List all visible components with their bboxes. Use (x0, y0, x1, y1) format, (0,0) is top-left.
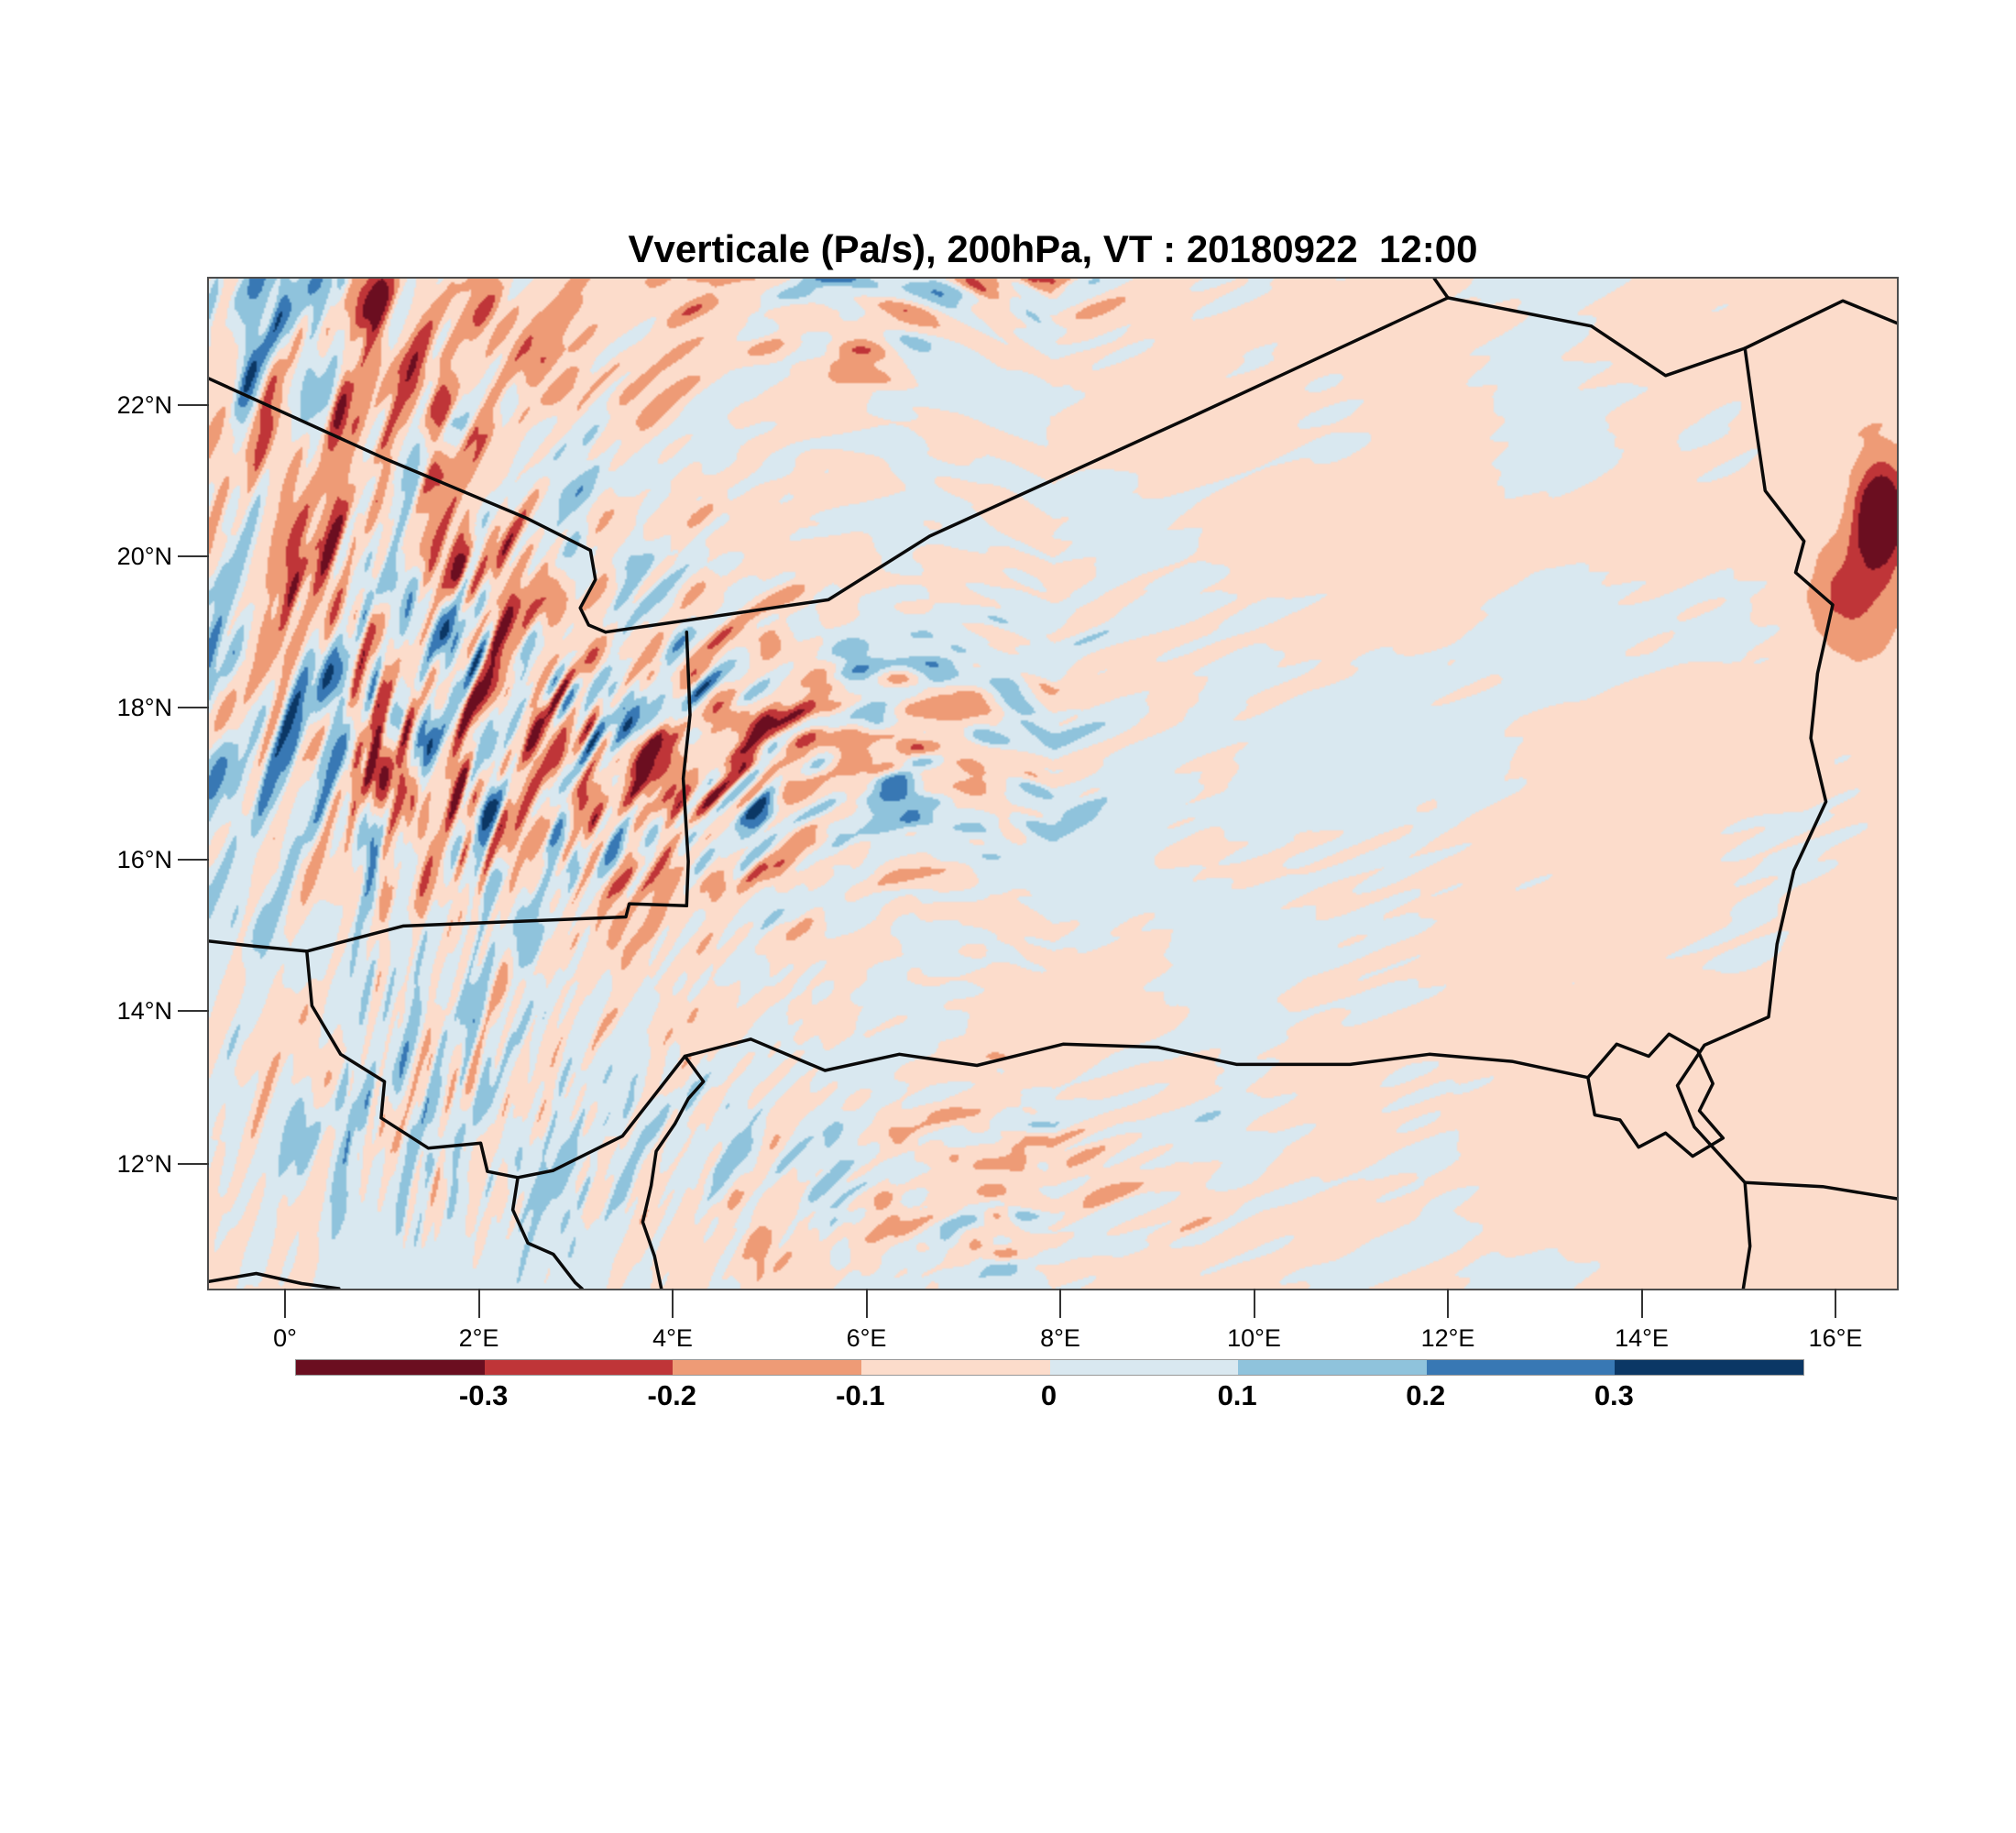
x-tick-label: 6°E (846, 1324, 887, 1352)
colorbar-segment (1238, 1360, 1427, 1375)
country-border-line (1446, 296, 1897, 378)
x-tick-mark (477, 1289, 480, 1318)
y-tick-label: 18°N (116, 694, 172, 721)
colorbar-tick-label: 0 (1040, 1379, 1057, 1411)
colorbar-segment (673, 1360, 861, 1375)
colorbar-tick-label: -0.2 (647, 1379, 696, 1411)
colorbar-tick-label: 0.1 (1217, 1379, 1257, 1411)
country-border-line (209, 377, 608, 634)
country-border-line (681, 630, 692, 908)
x-tick-label: 2°E (458, 1324, 499, 1352)
x-tick-mark (865, 1289, 868, 1318)
y-tick-mark (178, 404, 209, 406)
country-border-line (1586, 1032, 1726, 1158)
country-borders-overlay (209, 279, 1897, 1289)
country-border-line (1675, 346, 1835, 1289)
y-tick-label: 20°N (116, 543, 172, 570)
y-tick-mark (178, 555, 209, 557)
x-tick-mark (1253, 1289, 1255, 1318)
colorbar-tick-label: 0.3 (1594, 1379, 1634, 1411)
x-tick-label: 0° (273, 1324, 297, 1352)
x-tick-mark (672, 1289, 674, 1318)
country-border-line (1743, 1180, 1897, 1201)
country-border-line (641, 1054, 706, 1289)
x-tick-mark (1835, 1289, 1836, 1318)
colorbar-segment (484, 1360, 674, 1375)
colorbar-segment (1049, 1360, 1239, 1375)
x-tick-label: 10°E (1227, 1324, 1281, 1352)
y-tick-mark (178, 1163, 209, 1165)
colorbar-tick-label: -0.3 (458, 1379, 509, 1411)
x-tick-mark (1447, 1289, 1449, 1318)
country-border-line (209, 902, 689, 953)
y-tick-label: 12°N (116, 1150, 172, 1178)
x-tick-label: 14°E (1615, 1324, 1669, 1352)
map-plot-area (207, 277, 1899, 1290)
x-tick-mark (1640, 1289, 1643, 1318)
country-border-line (604, 296, 1450, 634)
y-tick-label: 14°N (116, 997, 172, 1025)
x-tick-label: 16°E (1808, 1324, 1863, 1352)
x-tick-mark (284, 1289, 286, 1318)
colorbar-segment (1426, 1360, 1616, 1375)
y-tick-mark (178, 859, 209, 861)
colorbar-tick-label: -0.1 (836, 1379, 885, 1411)
colorbar-segment (860, 1360, 1050, 1375)
x-tick-label: 12°E (1420, 1324, 1475, 1352)
x-tick-label: 8°E (1040, 1324, 1080, 1352)
country-border-line (209, 1271, 341, 1289)
y-tick-mark (178, 707, 209, 708)
x-tick-label: 4°E (652, 1324, 693, 1352)
country-border-line (516, 1037, 1590, 1180)
y-tick-mark (178, 1010, 209, 1012)
colorbar-segment (296, 1360, 485, 1375)
x-tick-mark (1059, 1289, 1061, 1318)
y-tick-label: 16°N (116, 846, 172, 873)
colorbar-segment (1615, 1360, 1803, 1375)
plot-title: Vverticale (Pa/s), 200hPa, VT : 20180922… (628, 227, 1478, 270)
country-border-line (1432, 279, 1450, 300)
colorbar (295, 1359, 1804, 1376)
y-tick-label: 22°N (116, 391, 172, 419)
colorbar-tick-label: 0.2 (1406, 1379, 1446, 1411)
country-border-line (305, 949, 584, 1289)
